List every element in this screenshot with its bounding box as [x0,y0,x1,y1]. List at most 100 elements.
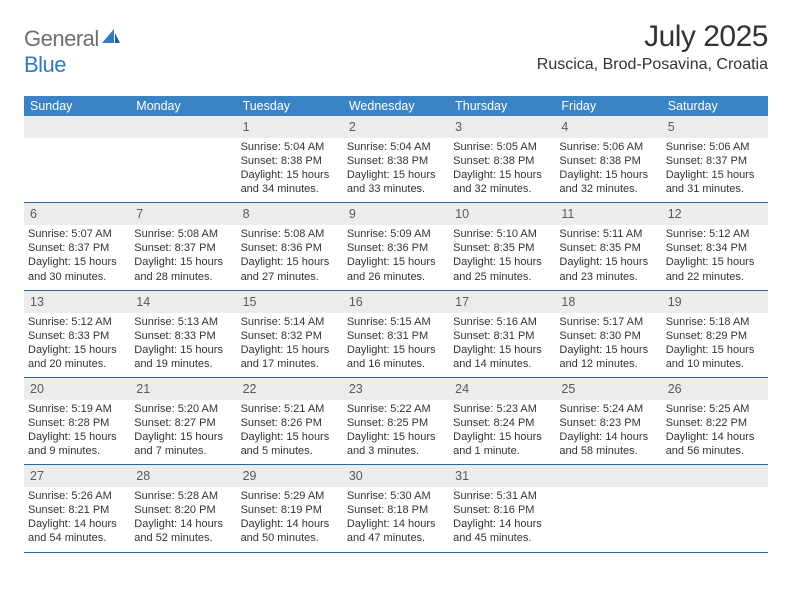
sunrise-line: Sunrise: 5:04 AM [347,140,445,154]
daylight-line: Daylight: 15 hours and 5 minutes. [241,430,339,458]
day-number: 6 [30,207,37,221]
daylight-line: Daylight: 14 hours and 54 minutes. [28,517,126,545]
weekday-header: Thursday [449,96,555,116]
daylight-line: Daylight: 15 hours and 32 minutes. [453,168,551,196]
day-details: Sunrise: 5:09 AMSunset: 8:36 PMDaylight:… [347,225,445,283]
sunset-line: Sunset: 8:34 PM [666,241,764,255]
daylight-line: Daylight: 15 hours and 9 minutes. [28,430,126,458]
day-number: 16 [349,295,363,309]
day-number: 5 [668,120,675,134]
calendar-day: 26 Sunrise: 5:25 AMSunset: 8:22 PMDayligh… [662,378,768,464]
daylight-line: Daylight: 15 hours and 23 minutes. [559,255,657,283]
day-details: Sunrise: 5:12 AMSunset: 8:33 PMDaylight:… [28,313,126,371]
calendar-day: 20Sunrise: 5:19 AMSunset: 8:28 PMDayligh… [24,378,130,464]
weekday-header: Friday [555,96,661,116]
sunrise-line: Sunrise: 5:05 AM [453,140,551,154]
day-number: 8 [243,207,250,221]
sunset-line: Sunset: 8:26 PM [241,416,339,430]
brand-text-left: General [24,26,99,51]
calendar-day: 13Sunrise: 5:12 AMSunset: 8:33 PMDayligh… [24,291,130,377]
calendar-day: 4Sunrise: 5:06 AMSunset: 8:38 PMDaylight… [555,116,661,202]
calendar-day: 2Sunrise: 5:04 AMSunset: 8:38 PMDaylight… [343,116,449,202]
calendar-day: 11Sunrise: 5:11 AMSunset: 8:35 PMDayligh… [555,203,661,289]
calendar-day: 6 Sunrise: 5:07 AMSunset: 8:37 PMDaylight… [24,203,130,289]
sunset-line: Sunset: 8:31 PM [347,329,445,343]
sunrise-line: Sunrise: 5:30 AM [347,489,445,503]
calendar-day: 9Sunrise: 5:09 AMSunset: 8:36 PMDaylight… [343,203,449,289]
day-details: Sunrise: 5:08 AMSunset: 8:37 PMDaylight:… [134,225,232,283]
day-details: Sunrise: 5:06 AMSunset: 8:37 PMDaylight:… [666,138,764,196]
sunset-line: Sunset: 8:29 PM [666,329,764,343]
calendar-day: 19Sunrise: 5:18 AMSunset: 8:29 PMDayligh… [662,291,768,377]
day-details: Sunrise: 5:07 AMSunset: 8:37 PMDaylight:… [28,225,126,283]
sunrise-line: Sunrise: 5:26 AM [28,489,126,503]
sunset-line: Sunset: 8:33 PM [134,329,232,343]
day-number: 2 [349,120,356,134]
weekday-header: Saturday [662,96,768,116]
day-details: Sunrise: 5:15 AMSunset: 8:31 PMDaylight:… [347,313,445,371]
sunset-line: Sunset: 8:37 PM [134,241,232,255]
page-subtitle: Ruscica, Brod-Posavina, Croatia [537,56,768,74]
daylight-line: Daylight: 15 hours and 28 minutes. [134,255,232,283]
sunset-line: Sunset: 8:36 PM [347,241,445,255]
sunset-line: Sunset: 8:28 PM [28,416,126,430]
calendar-day: 23Sunrise: 5:22 AMSunset: 8:25 PMDayligh… [343,378,449,464]
calendar-day: 21Sunrise: 5:20 AMSunset: 8:27 PMDayligh… [130,378,236,464]
daylight-line: Daylight: 15 hours and 16 minutes. [347,343,445,371]
calendar-day-empty: 0 [24,116,130,202]
sunset-line: Sunset: 8:30 PM [559,329,657,343]
sunrise-line: Sunrise: 5:12 AM [28,315,126,329]
sunrise-line: Sunrise: 5:10 AM [453,227,551,241]
day-number: 18 [561,295,575,309]
day-details: Sunrise: 5:10 AMSunset: 8:35 PMDaylight:… [453,225,551,283]
day-details [134,138,232,140]
calendar-day: 24Sunrise: 5:23 AMSunset: 8:24 PMDayligh… [449,378,555,464]
header: GeneralBlue July 2025 Ruscica, Brod-Posa… [24,20,768,78]
sunset-line: Sunset: 8:35 PM [453,241,551,255]
daylight-line: Daylight: 14 hours and 52 minutes. [134,517,232,545]
day-details: Sunrise: 5:26 AMSunset: 8:21 PMDaylight:… [28,487,126,545]
day-number: 30 [349,469,363,483]
weekday-header-row: SundayMondayTuesdayWednesdayThursdayFrid… [24,96,768,116]
day-details: Sunrise: 5:21 AMSunset: 8:26 PMDaylight:… [241,400,339,458]
day-number: 24 [455,382,469,396]
daylight-line: Daylight: 15 hours and 3 minutes. [347,430,445,458]
calendar-day: 18 Sunrise: 5:17 AMSunset: 8:30 PMDayligh… [555,291,661,377]
calendar-day: 30Sunrise: 5:30 AMSunset: 8:18 PMDayligh… [343,465,449,551]
sunrise-line: Sunrise: 5:17 AM [559,315,657,329]
daylight-line: Daylight: 15 hours and 14 minutes. [453,343,551,371]
day-number: 29 [243,469,257,483]
sunrise-line: Sunrise: 5:31 AM [453,489,551,503]
sunrise-line: Sunrise: 5:28 AM [134,489,232,503]
day-details: Sunrise: 5:13 AMSunset: 8:33 PMDaylight:… [134,313,232,371]
sunset-line: Sunset: 8:22 PM [666,416,764,430]
sunrise-line: Sunrise: 5:04 AM [241,140,339,154]
calendar-day: 27 Sunrise: 5:26 AMSunset: 8:21 PMDayligh… [24,465,130,551]
sunset-line: Sunset: 8:33 PM [28,329,126,343]
daylight-line: Daylight: 15 hours and 1 minute. [453,430,551,458]
calendar-day-empty: 0 [555,465,661,551]
brand-logo: GeneralBlue [24,26,121,78]
sunset-line: Sunset: 8:19 PM [241,503,339,517]
daylight-line: Daylight: 15 hours and 25 minutes. [453,255,551,283]
day-number: 21 [136,382,150,396]
day-details: Sunrise: 5:25 AMSunset: 8:22 PMDaylight:… [666,400,764,458]
daylight-line: Daylight: 15 hours and 30 minutes. [28,255,126,283]
sunrise-line: Sunrise: 5:06 AM [666,140,764,154]
day-details: Sunrise: 5:18 AMSunset: 8:29 PMDaylight:… [666,313,764,371]
calendar-body: 001Sunrise: 5:04 AMSunset: 8:38 PMDaylig… [24,116,768,553]
day-number: 23 [349,382,363,396]
sunrise-line: Sunrise: 5:23 AM [453,402,551,416]
day-number: 26 [668,382,682,396]
sunrise-line: Sunrise: 5:15 AM [347,315,445,329]
day-details: Sunrise: 5:05 AMSunset: 8:38 PMDaylight:… [453,138,551,196]
day-details: Sunrise: 5:17 AMSunset: 8:30 PMDaylight:… [559,313,657,371]
daylight-line: Daylight: 15 hours and 12 minutes. [559,343,657,371]
calendar-day: 15Sunrise: 5:14 AMSunset: 8:32 PMDayligh… [237,291,343,377]
day-number: 27 [30,469,44,483]
day-number: 1 [243,120,250,134]
day-number: 25 [561,382,575,396]
day-details [666,487,764,489]
daylight-line: Daylight: 14 hours and 56 minutes. [666,430,764,458]
sunset-line: Sunset: 8:20 PM [134,503,232,517]
